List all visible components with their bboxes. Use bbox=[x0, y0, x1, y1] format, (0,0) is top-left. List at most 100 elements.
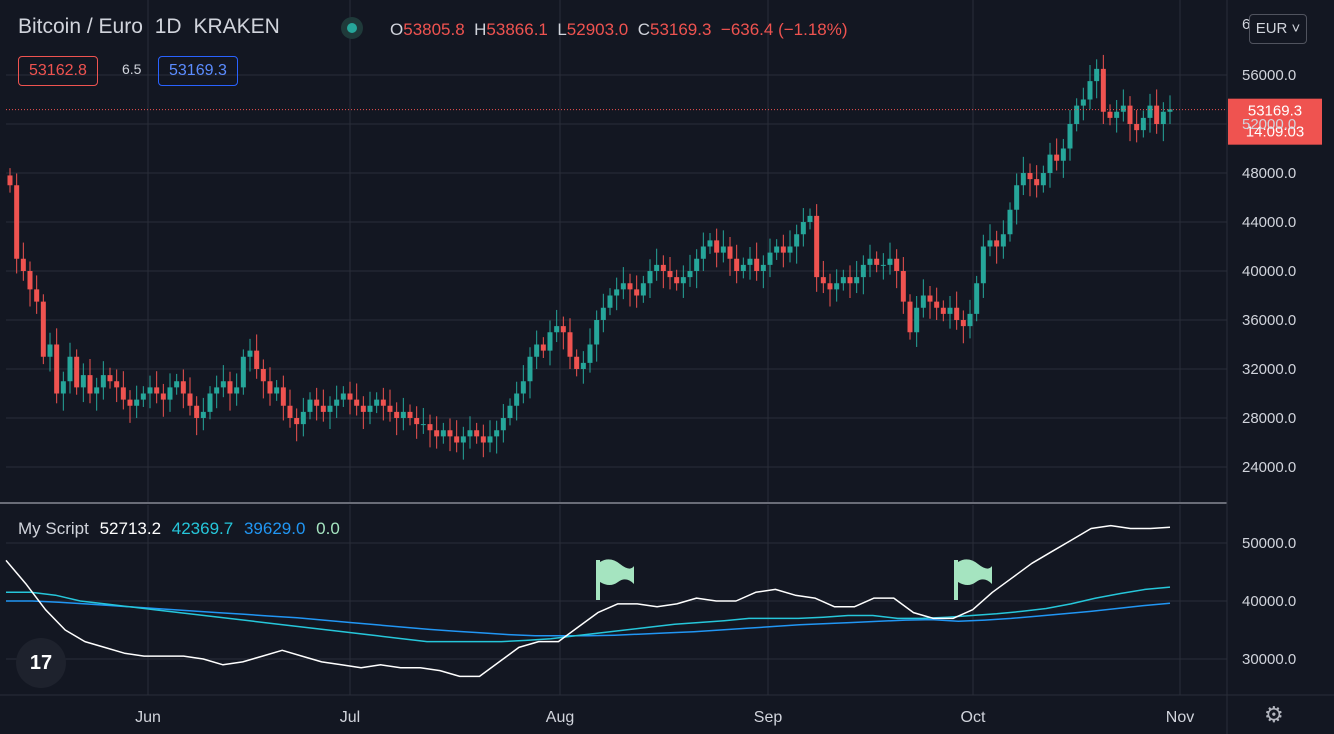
candle-body bbox=[54, 344, 60, 394]
candle-body bbox=[187, 393, 193, 406]
symbol-title[interactable]: Bitcoin / Euro 1D KRAKEN bbox=[18, 15, 286, 39]
price-tick-label: 48000.0 bbox=[1242, 165, 1296, 182]
candle-body bbox=[667, 271, 673, 278]
candle-body bbox=[747, 258, 753, 265]
candle-body bbox=[534, 344, 540, 357]
spread-value: 6.5 bbox=[122, 61, 142, 77]
flag-marker-icon bbox=[958, 559, 992, 585]
candle-body bbox=[840, 277, 846, 284]
candle-body bbox=[947, 307, 953, 314]
candle-body bbox=[40, 301, 46, 357]
candle-body bbox=[867, 258, 873, 265]
candle-body bbox=[734, 258, 740, 271]
candle-body bbox=[280, 387, 286, 406]
candle-body bbox=[967, 313, 973, 327]
candle-body bbox=[720, 246, 726, 253]
candle-body bbox=[27, 271, 33, 290]
candle-body bbox=[907, 301, 913, 333]
candle-body bbox=[387, 405, 393, 412]
high-value: 53866.1 bbox=[486, 20, 548, 39]
sell-price-button[interactable]: 53162.8 bbox=[18, 56, 98, 86]
candle-body bbox=[347, 393, 353, 400]
candle-body bbox=[420, 424, 426, 426]
candle-body bbox=[607, 295, 613, 308]
candle-body bbox=[680, 277, 686, 284]
candle-body bbox=[520, 381, 526, 394]
candle-body bbox=[1127, 105, 1133, 124]
candle-body bbox=[527, 356, 533, 382]
candle-body bbox=[460, 436, 466, 443]
candle-body bbox=[147, 387, 153, 394]
candle-body bbox=[500, 418, 506, 431]
candle-body bbox=[940, 307, 946, 314]
candle-body bbox=[480, 436, 486, 443]
candle-body bbox=[100, 375, 106, 388]
candle-body bbox=[800, 222, 806, 235]
indicator-legend[interactable]: My Script 52713.2 42369.7 39629.0 0.0 bbox=[18, 519, 340, 539]
price-tick-label: 32000.0 bbox=[1242, 361, 1296, 378]
candle-body bbox=[847, 277, 853, 284]
price-tick-label: 56000.0 bbox=[1242, 67, 1296, 84]
candle-body bbox=[374, 399, 380, 406]
candle-body bbox=[154, 387, 160, 394]
candle-body bbox=[260, 369, 266, 382]
price-tick-label: 28000.0 bbox=[1242, 410, 1296, 427]
candle-body bbox=[1134, 124, 1140, 131]
candle-body bbox=[640, 283, 646, 296]
market-status-icon[interactable] bbox=[341, 17, 363, 39]
currency-select[interactable]: EUR ˅ bbox=[1249, 14, 1307, 44]
buy-price-button[interactable]: 53169.3 bbox=[158, 56, 238, 86]
candle-body bbox=[80, 375, 86, 388]
candle-body bbox=[454, 436, 460, 443]
candle-body bbox=[254, 350, 260, 369]
last-price-label: 53169.3 bbox=[1248, 103, 1302, 120]
indicator-tick-label: 40000.0 bbox=[1242, 593, 1296, 610]
candle-body bbox=[1167, 109, 1173, 112]
candle-body bbox=[980, 246, 986, 284]
candle-body bbox=[567, 332, 573, 357]
candle-body bbox=[47, 344, 53, 357]
candle-body bbox=[1020, 173, 1026, 186]
candle-body bbox=[67, 356, 73, 382]
candle-body bbox=[694, 258, 700, 271]
candle-body bbox=[1060, 148, 1066, 161]
candle-body bbox=[1040, 173, 1046, 186]
time-tick-label: Oct bbox=[961, 709, 986, 726]
candle-body bbox=[780, 246, 786, 253]
candle-body bbox=[1034, 179, 1040, 186]
candle-body bbox=[820, 277, 826, 284]
candle-body bbox=[700, 246, 706, 259]
indicator-value-2: 42369.7 bbox=[171, 519, 234, 538]
candle-body bbox=[1067, 124, 1073, 149]
candle-body bbox=[787, 246, 793, 253]
candle-body bbox=[1114, 111, 1120, 118]
candle-body bbox=[887, 258, 893, 265]
candle-body bbox=[1120, 105, 1126, 112]
gear-icon[interactable]: ⚙ bbox=[1264, 702, 1284, 727]
candle-body bbox=[394, 411, 400, 418]
candle-body bbox=[974, 283, 980, 314]
exchange-label: KRAKEN bbox=[193, 15, 280, 38]
candle-body bbox=[894, 258, 900, 271]
price-tick-label: 24000.0 bbox=[1242, 459, 1296, 476]
currency-label: EUR bbox=[1255, 20, 1288, 37]
candle-body bbox=[434, 430, 440, 437]
candle-body bbox=[934, 301, 940, 308]
candle-body bbox=[594, 320, 600, 345]
candle-body bbox=[587, 344, 593, 363]
candle-body bbox=[474, 430, 480, 437]
candle-body bbox=[60, 381, 66, 394]
candle-body bbox=[1160, 111, 1166, 124]
candle-body bbox=[34, 289, 40, 302]
candle-body bbox=[627, 283, 633, 290]
candle-body bbox=[14, 185, 20, 259]
candle-body bbox=[127, 399, 133, 406]
candle-body bbox=[874, 258, 880, 265]
candle-body bbox=[560, 326, 566, 333]
candle-body bbox=[427, 424, 433, 431]
tradingview-logo-icon[interactable]: 17 bbox=[16, 638, 66, 688]
series-line-v1 bbox=[5, 524, 1171, 678]
candle-body bbox=[267, 381, 273, 394]
